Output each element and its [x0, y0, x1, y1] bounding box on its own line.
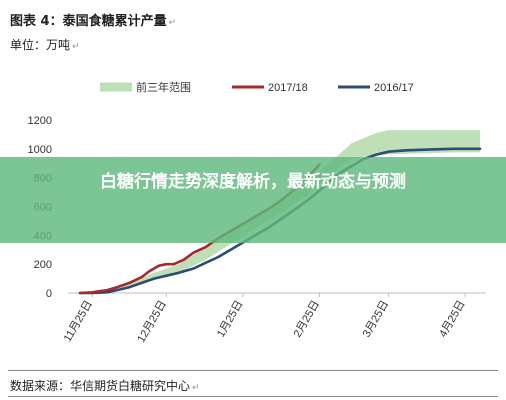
- data-source: 数据来源：华信期货白糖研究中心 ↵: [10, 379, 200, 393]
- divider-line: [8, 396, 498, 397]
- legend-label: 2016/17: [374, 82, 414, 94]
- paragraph-mark-icon: ↵: [72, 42, 80, 52]
- paragraph-mark-icon: ↵: [192, 383, 200, 393]
- y-tick-label: 1200: [28, 115, 52, 127]
- y-tick-label: 0: [46, 288, 52, 300]
- divider-line: [8, 370, 498, 371]
- y-tick-label: 1000: [28, 144, 52, 156]
- headline-text[interactable]: 白糖行情走势深度解析，最新动态与预测: [100, 172, 406, 192]
- paragraph-mark-icon: ↵: [168, 18, 177, 28]
- y-tick-label: 200: [34, 259, 52, 271]
- x-tick-label: 12月25日: [135, 299, 169, 345]
- x-tick-label: 3月25日: [361, 299, 392, 340]
- x-tick-label: 4月25日: [437, 299, 468, 340]
- x-tick-label: 1月25日: [215, 299, 246, 340]
- legend-label: 2017/18: [268, 82, 308, 94]
- chart-title: 图表 4：泰国食糖累计产量 ↵: [10, 14, 177, 29]
- unit-label: 单位：万吨 ↵: [10, 38, 80, 52]
- legend-label: 前三年范围: [136, 80, 191, 94]
- headline-banner: [0, 157, 506, 243]
- x-tick-label: 11月25日: [62, 299, 95, 345]
- x-tick-label: 2月25日: [292, 299, 323, 340]
